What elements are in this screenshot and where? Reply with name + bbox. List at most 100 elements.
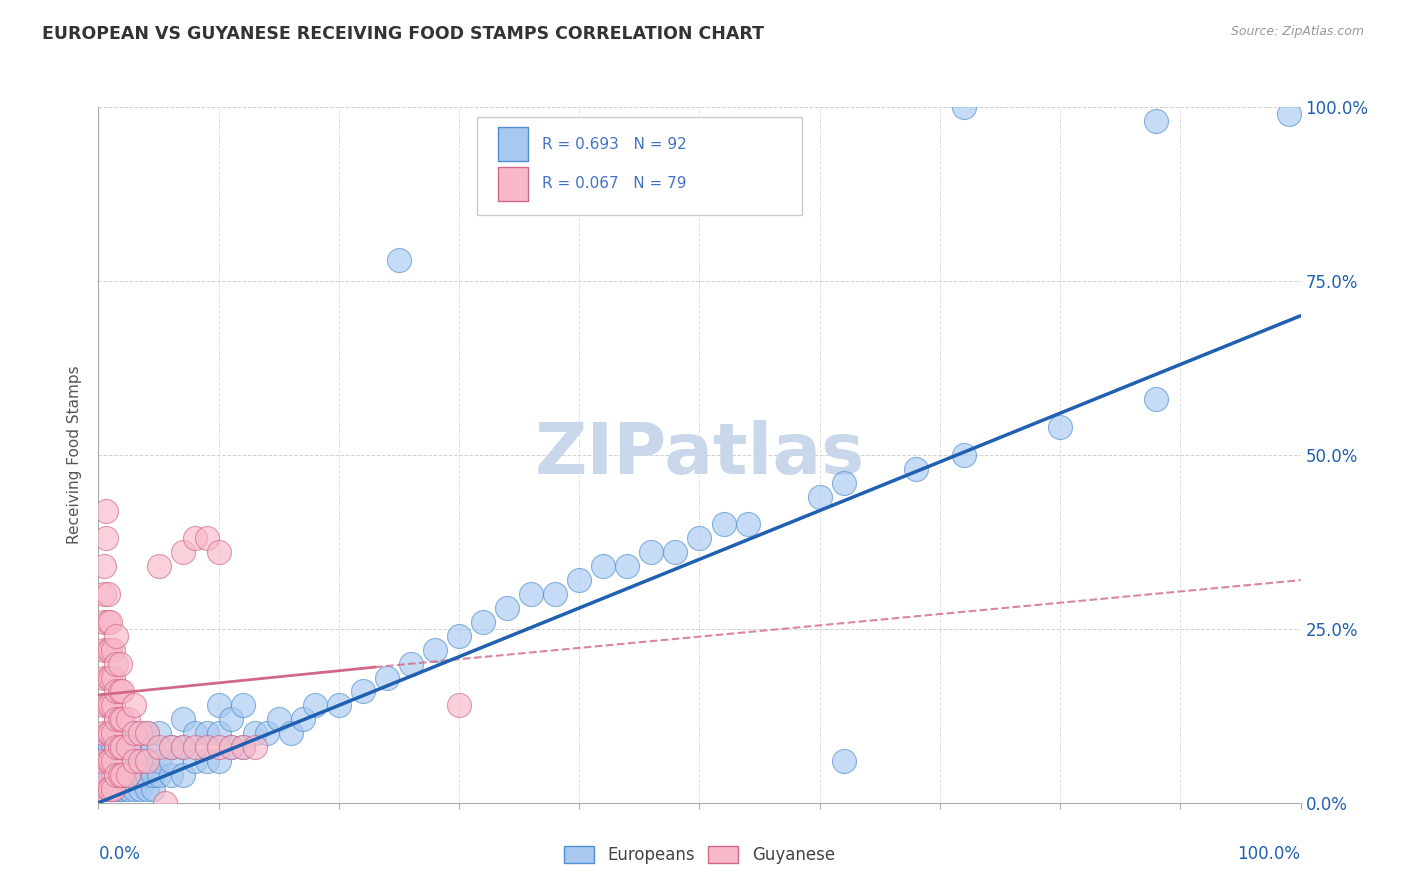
Point xyxy=(1144,392,1167,407)
Point xyxy=(159,740,181,755)
Point xyxy=(97,587,120,601)
Point xyxy=(101,781,124,796)
Point xyxy=(375,671,398,685)
Point xyxy=(472,615,495,629)
Point xyxy=(100,768,122,782)
Bar xyxy=(498,128,527,161)
Point xyxy=(232,698,254,713)
Point xyxy=(399,657,422,671)
Point xyxy=(93,559,115,574)
Point xyxy=(172,545,194,559)
FancyBboxPatch shape xyxy=(477,118,801,215)
Point xyxy=(108,726,131,740)
Point xyxy=(111,712,134,726)
Text: R = 0.693   N = 92: R = 0.693 N = 92 xyxy=(541,136,686,152)
Point xyxy=(243,726,266,740)
Point xyxy=(172,768,194,782)
Point xyxy=(737,517,759,532)
Point xyxy=(90,781,112,796)
Text: 100.0%: 100.0% xyxy=(1237,845,1301,863)
Point xyxy=(280,726,302,740)
Point xyxy=(101,768,124,782)
Point xyxy=(111,768,134,782)
Point xyxy=(105,629,128,643)
Point xyxy=(689,532,711,546)
Point xyxy=(105,684,128,698)
Point xyxy=(100,781,122,796)
Point xyxy=(135,726,157,740)
Point xyxy=(108,768,131,782)
Point xyxy=(94,503,117,517)
Point xyxy=(108,768,131,782)
Point xyxy=(129,781,152,796)
Point xyxy=(101,726,124,740)
Point xyxy=(93,642,115,657)
Text: R = 0.067   N = 79: R = 0.067 N = 79 xyxy=(541,177,686,192)
Point xyxy=(97,642,120,657)
Point xyxy=(101,642,124,657)
Point xyxy=(108,684,131,698)
Point xyxy=(105,768,128,782)
Point xyxy=(520,587,543,601)
Text: EUROPEAN VS GUYANESE RECEIVING FOOD STAMPS CORRELATION CHART: EUROPEAN VS GUYANESE RECEIVING FOOD STAM… xyxy=(42,25,765,43)
Point xyxy=(108,712,131,726)
Point xyxy=(100,754,122,768)
Point xyxy=(97,726,120,740)
Point xyxy=(117,740,139,755)
Point xyxy=(93,698,115,713)
Point xyxy=(135,754,157,768)
Text: 0.0%: 0.0% xyxy=(98,845,141,863)
Point xyxy=(105,712,128,726)
Point xyxy=(447,698,470,713)
Point xyxy=(148,754,170,768)
Point xyxy=(111,712,134,726)
Point xyxy=(97,698,120,713)
Point xyxy=(124,726,146,740)
Point xyxy=(105,740,128,755)
Point xyxy=(141,740,163,755)
Point xyxy=(135,781,157,796)
Point xyxy=(135,726,157,740)
Point xyxy=(117,740,139,755)
Point xyxy=(141,781,163,796)
Point xyxy=(108,781,131,796)
Point xyxy=(832,754,855,768)
Point xyxy=(108,657,131,671)
Point xyxy=(447,629,470,643)
Point xyxy=(100,726,122,740)
Point xyxy=(117,712,139,726)
Point xyxy=(219,740,242,755)
Point xyxy=(101,754,124,768)
Point xyxy=(568,573,591,587)
Point xyxy=(100,615,122,629)
Point xyxy=(267,712,290,726)
Point xyxy=(97,754,120,768)
Point xyxy=(208,545,231,559)
Point xyxy=(101,698,124,713)
Point xyxy=(94,532,117,546)
Point xyxy=(105,712,128,726)
Point xyxy=(97,671,120,685)
Point xyxy=(208,740,231,755)
Point xyxy=(148,726,170,740)
Point xyxy=(111,684,134,698)
Point xyxy=(91,726,114,740)
Point xyxy=(195,726,218,740)
Text: Source: ZipAtlas.com: Source: ZipAtlas.com xyxy=(1230,25,1364,38)
Point xyxy=(117,768,139,782)
Point xyxy=(1049,420,1071,434)
Point xyxy=(135,768,157,782)
Point xyxy=(101,740,124,755)
Point xyxy=(148,559,170,574)
Point xyxy=(183,532,205,546)
Point xyxy=(100,781,122,796)
Point xyxy=(124,726,146,740)
Point xyxy=(124,754,146,768)
Point xyxy=(108,754,131,768)
Point xyxy=(100,726,122,740)
Point xyxy=(664,545,686,559)
Point xyxy=(713,517,735,532)
Point xyxy=(904,462,927,476)
Point xyxy=(183,740,205,755)
Point xyxy=(101,781,124,796)
